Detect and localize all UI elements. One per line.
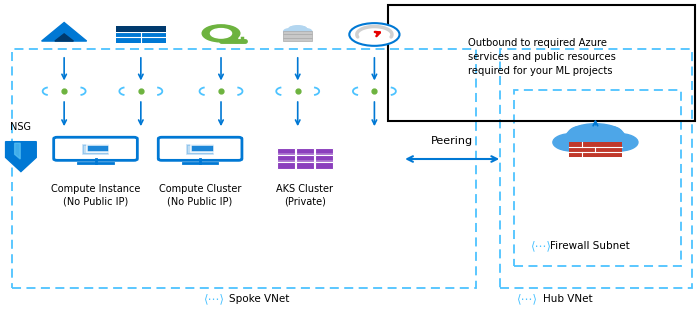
FancyBboxPatch shape bbox=[296, 153, 314, 156]
Circle shape bbox=[566, 124, 624, 150]
Bar bbox=[12, 49, 475, 288]
FancyBboxPatch shape bbox=[296, 162, 314, 169]
Bar bbox=[116, 26, 166, 43]
Circle shape bbox=[295, 26, 307, 31]
Text: Compute Cluster
(No Public IP): Compute Cluster (No Public IP) bbox=[159, 184, 242, 207]
Circle shape bbox=[288, 26, 307, 34]
Text: Compute Instance
(No Public IP): Compute Instance (No Public IP) bbox=[51, 184, 140, 207]
FancyBboxPatch shape bbox=[276, 161, 295, 163]
Bar bbox=[284, 38, 312, 41]
Text: NSG: NSG bbox=[10, 122, 32, 132]
Text: AKS Cluster
(Private): AKS Cluster (Private) bbox=[276, 184, 333, 207]
Circle shape bbox=[211, 29, 232, 38]
FancyBboxPatch shape bbox=[296, 146, 314, 149]
FancyBboxPatch shape bbox=[54, 137, 137, 160]
Circle shape bbox=[202, 25, 240, 42]
Bar bbox=[500, 49, 692, 288]
Circle shape bbox=[300, 29, 312, 34]
Circle shape bbox=[599, 134, 638, 151]
Text: Firewall Subnet: Firewall Subnet bbox=[550, 241, 630, 251]
Text: Outbound to required Azure
services and public resources
required for your ML pr: Outbound to required Azure services and … bbox=[468, 38, 616, 76]
Text: Hub VNet: Hub VNet bbox=[543, 294, 593, 304]
FancyBboxPatch shape bbox=[296, 155, 314, 162]
Circle shape bbox=[284, 29, 296, 34]
Text: ⟨⋯⟩: ⟨⋯⟩ bbox=[531, 239, 552, 252]
FancyBboxPatch shape bbox=[87, 145, 109, 152]
Text: ⟨⋯⟩: ⟨⋯⟩ bbox=[517, 293, 538, 306]
FancyBboxPatch shape bbox=[188, 145, 213, 154]
Polygon shape bbox=[55, 34, 74, 41]
Polygon shape bbox=[6, 142, 36, 172]
Text: Spoke VNet: Spoke VNet bbox=[230, 294, 290, 304]
Circle shape bbox=[289, 26, 300, 31]
FancyBboxPatch shape bbox=[315, 155, 332, 162]
FancyBboxPatch shape bbox=[276, 155, 295, 162]
FancyBboxPatch shape bbox=[315, 161, 332, 163]
FancyBboxPatch shape bbox=[296, 161, 314, 163]
FancyBboxPatch shape bbox=[315, 153, 332, 156]
FancyBboxPatch shape bbox=[276, 153, 295, 156]
Bar bbox=[514, 90, 681, 266]
Text: ⟨⋯⟩: ⟨⋯⟩ bbox=[204, 293, 225, 306]
Bar bbox=[284, 31, 312, 34]
FancyBboxPatch shape bbox=[192, 145, 214, 152]
Circle shape bbox=[569, 126, 600, 140]
Polygon shape bbox=[41, 23, 87, 41]
Polygon shape bbox=[15, 143, 20, 159]
Circle shape bbox=[349, 23, 400, 46]
FancyBboxPatch shape bbox=[83, 145, 108, 154]
FancyBboxPatch shape bbox=[276, 146, 295, 149]
Circle shape bbox=[553, 134, 592, 151]
FancyBboxPatch shape bbox=[296, 148, 314, 155]
Circle shape bbox=[592, 126, 622, 140]
Bar bbox=[116, 26, 166, 32]
Bar bbox=[389, 4, 695, 121]
FancyBboxPatch shape bbox=[276, 162, 295, 169]
FancyBboxPatch shape bbox=[315, 162, 332, 169]
Text: Peering: Peering bbox=[431, 136, 473, 146]
Bar bbox=[284, 34, 312, 38]
FancyBboxPatch shape bbox=[315, 148, 332, 155]
Bar bbox=[569, 142, 622, 157]
FancyBboxPatch shape bbox=[158, 137, 242, 160]
FancyBboxPatch shape bbox=[315, 146, 332, 149]
FancyBboxPatch shape bbox=[276, 148, 295, 155]
